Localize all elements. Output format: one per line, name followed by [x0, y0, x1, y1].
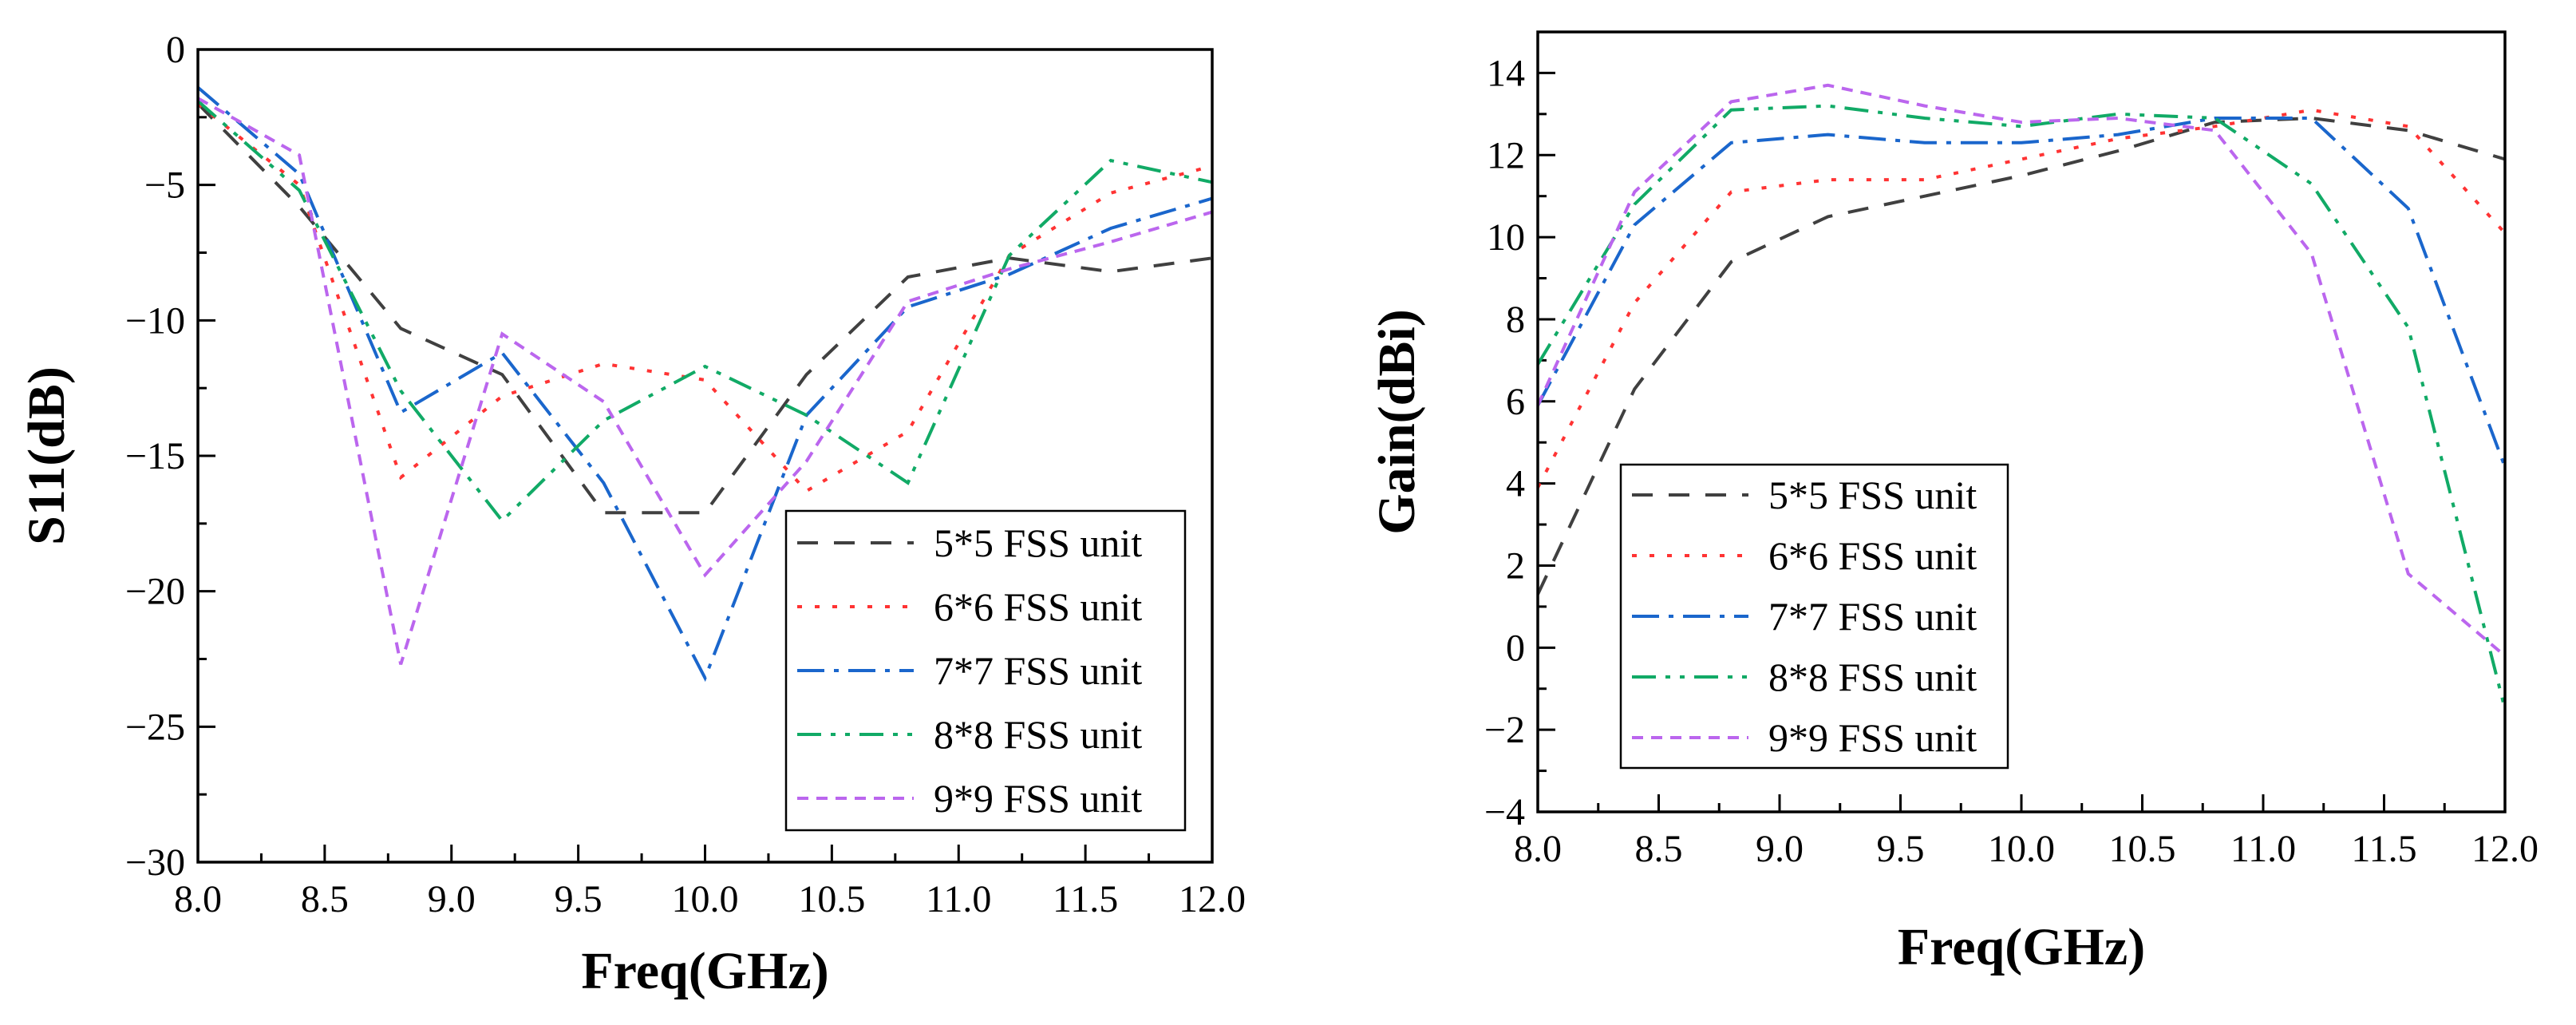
legend-label: 9*9 FSS unit	[1768, 715, 1977, 760]
legend-label: 8*8 FSS unit	[1768, 655, 1977, 699]
x-tick-label: 9.5	[1877, 828, 1925, 870]
x-axis-title: Freq(GHz)	[1898, 918, 2145, 976]
series-line-9x9	[1538, 83, 2505, 658]
y-tick-label: 4	[1506, 463, 1525, 505]
series-line-8x8	[198, 99, 1212, 524]
series-line-6x6	[1538, 108, 2505, 489]
y-tick-label: −10	[125, 299, 185, 342]
legend-label: 7*7 FSS unit	[1768, 594, 1977, 639]
y-axis-title: Gain(dBi)	[1368, 309, 1426, 534]
x-tick-label: 12.0	[2471, 828, 2538, 870]
x-tick-label: 8.0	[174, 878, 222, 920]
y-tick-label: −4	[1484, 791, 1525, 833]
x-tick-label: 12.0	[1179, 878, 1246, 920]
plot-frame	[1536, 30, 2507, 813]
legend-label: 6*6 FSS unit	[1768, 533, 1977, 578]
x-tick-label: 10.5	[798, 878, 865, 920]
y-tick-label: −30	[125, 841, 185, 884]
y-tick-label: −2	[1484, 709, 1525, 751]
y-tick-label: 8	[1506, 299, 1525, 341]
x-tick-label: 9.5	[555, 878, 603, 920]
legend-label: 6*6 FSS unit	[934, 584, 1142, 629]
y-tick-label: −15	[125, 435, 185, 477]
y-tick-label: −20	[125, 571, 185, 613]
legend-label: 8*8 FSS unit	[934, 712, 1142, 757]
y-tick-label: 12	[1487, 134, 1525, 176]
x-tick-label: 8.5	[301, 878, 349, 920]
x-tick-label: 11.0	[2230, 828, 2296, 870]
y-tick-label: 2	[1506, 544, 1525, 587]
x-tick-label: 10.5	[2109, 828, 2176, 870]
x-tick-label: 9.0	[1756, 828, 1804, 870]
series-line-5x5	[1538, 116, 2505, 596]
y-axis-title: S11(dB)	[18, 366, 76, 545]
y-tick-label: 14	[1487, 52, 1525, 94]
x-tick-label: 11.0	[926, 878, 991, 920]
series-line-6x6	[198, 102, 1212, 493]
legend-label: 5*5 FSS unit	[1768, 473, 1977, 517]
series-line-7x7	[1538, 117, 2505, 468]
series-line-5x5	[198, 102, 1212, 515]
series-line-8x8	[1538, 104, 2505, 710]
x-axis-title: Freq(GHz)	[581, 942, 828, 1000]
legend-label: 5*5 FSS unit	[934, 520, 1142, 565]
x-tick-label: 10.0	[672, 878, 739, 920]
legend: 5*5 FSS unit 6*6 FSS unit 7*7 FSS unit 8*8 …	[1619, 463, 2009, 770]
legend: 5*5 FSS unit 6*6 FSS unit 7*7 FSS unit 8*8 …	[784, 509, 1187, 832]
s11-chart: 8.0 8.5 9.0 9.5 10.0 10.5 11.0 11.5 12.0 0 −5 −10 −1…	[18, 29, 1246, 1000]
legend-label: 7*7 FSS unit	[934, 648, 1142, 693]
x-tick-label: 11.5	[2351, 828, 2416, 870]
y-tick-label: 0	[166, 29, 185, 71]
y-tick-label: −5	[144, 164, 185, 207]
series-line-9x9	[198, 97, 1212, 665]
x-tick-label: 9.0	[428, 878, 476, 920]
y-tick-label: 0	[1506, 627, 1525, 669]
y-tick-label: 10	[1487, 216, 1525, 259]
x-tick-label: 8.0	[1514, 828, 1562, 870]
x-tick-label: 11.5	[1053, 878, 1118, 920]
gain-chart: 8.0 8.5 9.0 9.5 10.0 10.5 11.0 11.5 12.0 14 12 10 8 6…	[1368, 30, 2538, 976]
legend-label: 9*9 FSS unit	[934, 776, 1142, 821]
y-tick-label: 6	[1506, 381, 1525, 423]
y-tick-label: −25	[125, 706, 185, 748]
x-tick-label: 10.0	[1988, 828, 2055, 870]
x-tick-label: 8.5	[1635, 828, 1683, 870]
plot-frame	[196, 48, 1214, 864]
